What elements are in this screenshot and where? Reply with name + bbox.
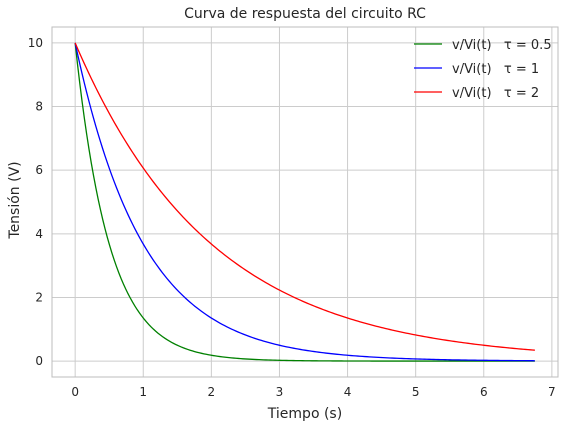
legend-label: v/Vi(t) τ = 1 xyxy=(452,62,539,77)
x-axis-title: Tiempo (s) xyxy=(267,406,342,422)
x-tick-label: 2 xyxy=(208,385,216,399)
x-tick-label: 0 xyxy=(71,385,79,399)
plot-frame xyxy=(51,26,559,378)
x-tick-label: 5 xyxy=(412,385,420,399)
x-tick-labels: 0 1 2 3 4 5 6 7 xyxy=(71,385,555,399)
series-line-tau-0_5 xyxy=(74,42,535,362)
y-tick-label: 6 xyxy=(35,163,43,177)
series-line-tau-2 xyxy=(74,42,535,351)
y-tick-label: 0 xyxy=(35,354,43,368)
x-tick-label: 6 xyxy=(480,385,488,399)
legend-label: v/Vi(t) τ = 0.5 xyxy=(452,38,552,53)
legend: v/Vi(t) τ = 0.5 v/Vi(t) τ = 1 v/Vi(t) τ = … xyxy=(414,38,552,101)
series-group xyxy=(74,42,535,362)
legend-label: v/Vi(t) τ = 2 xyxy=(452,86,539,101)
y-tick-label: 10 xyxy=(28,36,43,50)
y-tick-labels: 0 2 4 6 8 10 xyxy=(28,36,43,368)
y-tick-label: 8 xyxy=(35,100,43,114)
x-tick-label: 1 xyxy=(139,385,147,399)
series-line-tau-1 xyxy=(74,42,535,362)
x-tick-label: 7 xyxy=(548,385,556,399)
y-tick-label: 2 xyxy=(35,290,43,304)
chart-title: Curva de respuesta del circuito RC xyxy=(184,6,426,22)
x-tick-label: 3 xyxy=(276,385,284,399)
grid xyxy=(52,27,558,377)
y-tick-label: 4 xyxy=(35,227,43,241)
y-axis-title: Tensión (V) xyxy=(7,161,23,239)
x-tick-label: 4 xyxy=(344,385,352,399)
